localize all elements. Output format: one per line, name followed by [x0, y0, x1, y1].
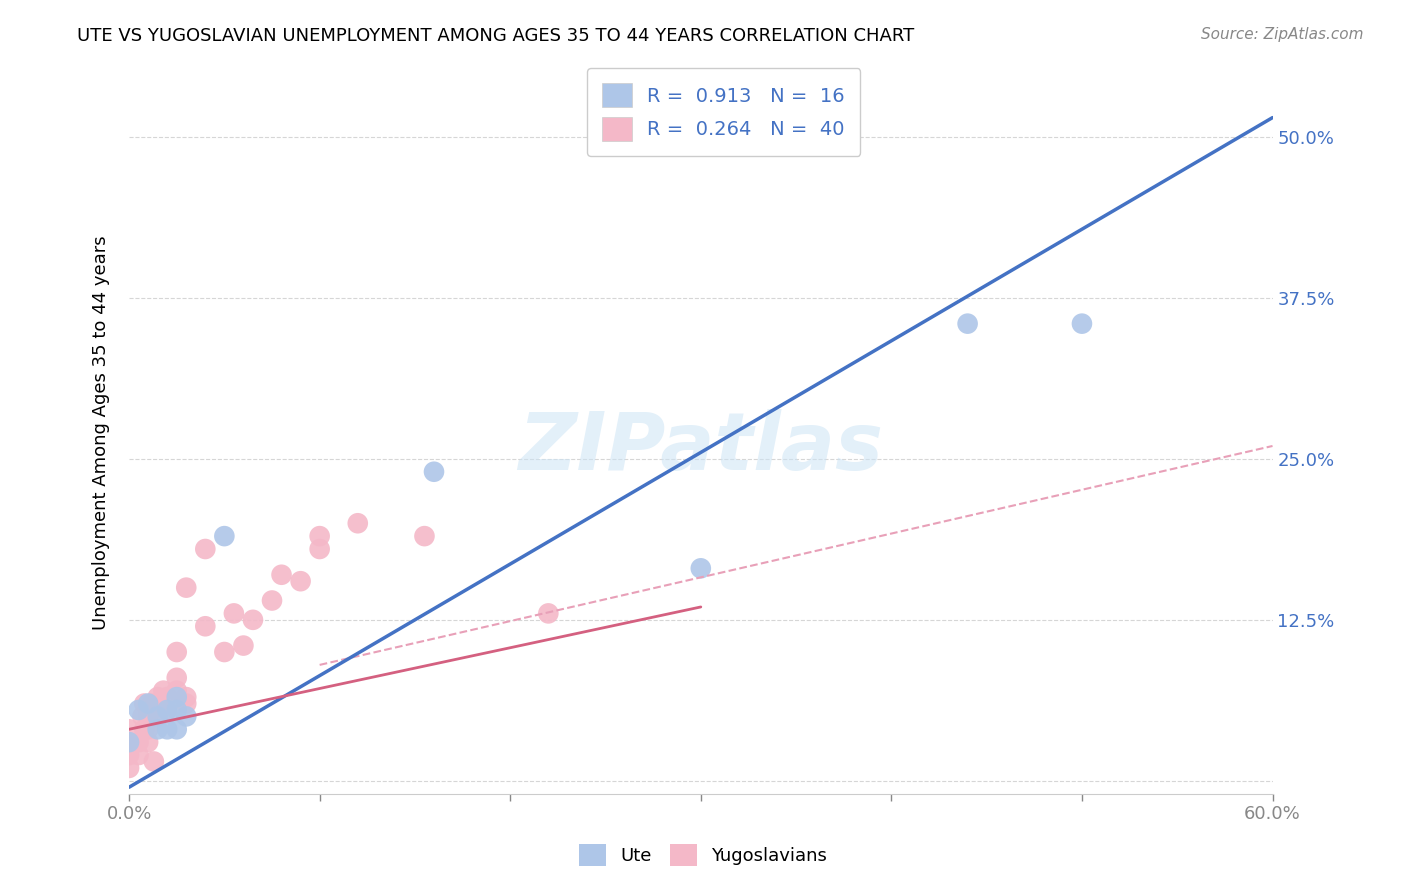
- Point: [146, 709, 169, 723]
- Point: [156, 703, 179, 717]
- Point: [146, 723, 169, 737]
- Point: [290, 574, 312, 589]
- Point: [260, 593, 283, 607]
- Point: [136, 723, 159, 737]
- Point: [118, 735, 141, 749]
- Point: [194, 541, 217, 556]
- Point: [956, 317, 979, 331]
- Point: [214, 529, 236, 543]
- Point: [214, 645, 236, 659]
- Point: [118, 723, 141, 737]
- Point: [156, 723, 179, 737]
- Point: [152, 683, 174, 698]
- Y-axis label: Unemployment Among Ages 35 to 44 years: Unemployment Among Ages 35 to 44 years: [93, 235, 110, 631]
- Legend: R =  0.913   N =  16, R =  0.264   N =  40: R = 0.913 N = 16, R = 0.264 N = 40: [586, 68, 860, 156]
- Point: [174, 709, 197, 723]
- Point: [131, 709, 153, 723]
- Point: [308, 529, 330, 543]
- Point: [242, 613, 264, 627]
- Point: [270, 567, 292, 582]
- Text: Source: ZipAtlas.com: Source: ZipAtlas.com: [1201, 27, 1364, 42]
- Point: [156, 690, 179, 704]
- Point: [423, 465, 446, 479]
- Point: [166, 703, 188, 717]
- Point: [134, 697, 156, 711]
- Point: [166, 683, 188, 698]
- Point: [689, 561, 711, 575]
- Point: [136, 735, 159, 749]
- Point: [174, 697, 197, 711]
- Point: [128, 703, 150, 717]
- Point: [308, 541, 330, 556]
- Point: [166, 723, 188, 737]
- Point: [146, 697, 169, 711]
- Point: [142, 755, 165, 769]
- Point: [141, 697, 163, 711]
- Point: [346, 516, 368, 531]
- Point: [136, 709, 159, 723]
- Point: [146, 690, 169, 704]
- Point: [537, 607, 560, 621]
- Point: [222, 607, 245, 621]
- Point: [232, 639, 254, 653]
- Point: [134, 723, 156, 737]
- Point: [166, 690, 188, 704]
- Point: [174, 690, 197, 704]
- Point: [118, 747, 141, 762]
- Point: [174, 581, 197, 595]
- Point: [1071, 317, 1094, 331]
- Point: [194, 619, 217, 633]
- Point: [136, 697, 159, 711]
- Point: [156, 703, 179, 717]
- Point: [118, 761, 141, 775]
- Point: [128, 747, 150, 762]
- Point: [166, 645, 188, 659]
- Point: [166, 671, 188, 685]
- Text: UTE VS YUGOSLAVIAN UNEMPLOYMENT AMONG AGES 35 TO 44 YEARS CORRELATION CHART: UTE VS YUGOSLAVIAN UNEMPLOYMENT AMONG AG…: [77, 27, 914, 45]
- Point: [146, 709, 169, 723]
- Text: ZIPatlas: ZIPatlas: [519, 409, 883, 486]
- Point: [118, 735, 141, 749]
- Point: [128, 735, 150, 749]
- Point: [413, 529, 436, 543]
- Legend: Ute, Yugoslavians: Ute, Yugoslavians: [567, 831, 839, 879]
